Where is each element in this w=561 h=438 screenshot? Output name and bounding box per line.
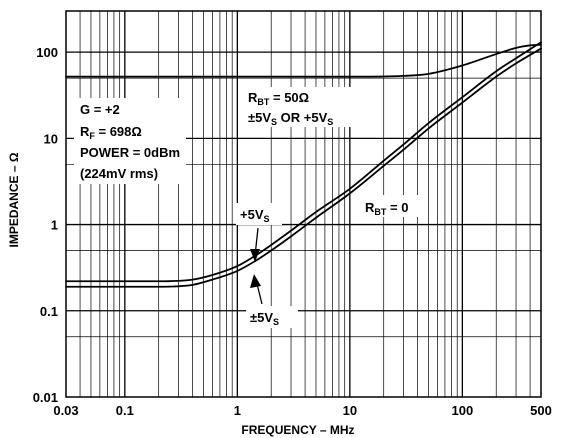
- plus5-annotation: +5VS: [236, 203, 282, 262]
- y-tick-label: 0.1: [40, 304, 58, 319]
- series-line-2: [65, 41, 542, 283]
- x-tick-label: 0.03: [53, 403, 78, 418]
- rbt-50-annotation: RBT = 50Ω ±5VS OR +5VS: [244, 87, 370, 127]
- series-line-1: [65, 43, 542, 78]
- pm5-backdrop: [246, 306, 298, 328]
- y-tick-label: 1: [51, 218, 58, 233]
- plot-frame: [65, 10, 542, 398]
- x-axis-title: FREQUENCY – MHz: [241, 423, 354, 437]
- y-tick-label: 10: [44, 131, 58, 146]
- x-tick-label: 0.1: [116, 403, 134, 418]
- gain-text: G = +2: [80, 102, 120, 117]
- plus5-arrow-head: [250, 249, 260, 262]
- x-tick-label: 1: [234, 403, 241, 418]
- x-tick-label: 100: [452, 403, 474, 418]
- data-lines: [65, 41, 542, 288]
- rbt-50-backdrop: [244, 87, 370, 127]
- rbt-0-text: RBT = 0: [365, 200, 408, 217]
- rf-text: RF = 698Ω: [80, 124, 142, 141]
- major-grid: [66, 11, 541, 397]
- plus5-text: +5VS: [240, 207, 270, 224]
- plus5-backdrop: [236, 203, 282, 225]
- conditions-annotation: G = +2 RF = 698Ω POWER = 0dBm (224mV rms…: [74, 98, 186, 184]
- rbt-50-supply-text: ±5VS OR +5VS: [248, 110, 333, 127]
- x-tick-label: 10: [343, 403, 357, 418]
- x-tick-labels: 0.03 0.1 1 10 100 500: [53, 403, 552, 418]
- rms-text: (224mV rms): [80, 166, 158, 181]
- y-tick-labels: 0.01 0.1 1 10 100: [33, 45, 58, 405]
- conditions-backdrop: [74, 98, 186, 184]
- minor-grid: [66, 11, 541, 397]
- power-text: POWER = 0dBm: [80, 145, 180, 160]
- pm5-arrow-head: [250, 274, 261, 288]
- y-axis-title: IMPEDANCE – Ω: [7, 152, 21, 247]
- pm5-text: ±5VS: [250, 310, 279, 327]
- series-line-3: [65, 47, 542, 288]
- rbt-50-text: RBT = 50Ω: [248, 90, 309, 107]
- rbt-0-backdrop: [362, 195, 428, 217]
- y-tick-label: 100: [36, 45, 58, 60]
- y-tick-label: 0.01: [33, 390, 58, 405]
- pm5-annotation: ±5VS: [246, 274, 298, 328]
- x-tick-label: 500: [530, 403, 552, 418]
- rbt-0-annotation: RBT = 0: [362, 195, 428, 217]
